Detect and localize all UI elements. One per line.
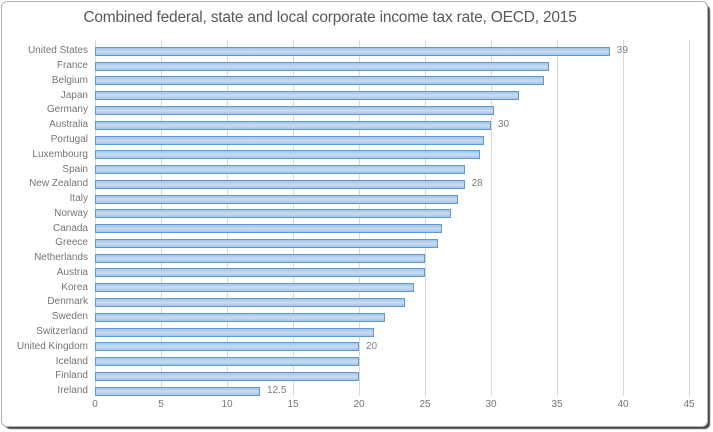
bar-united-kingdom (95, 342, 359, 352)
category-label-united-states: United States (27, 45, 88, 57)
category-label-italy: Italy (69, 193, 88, 205)
category-label-new-zealand: New Zealand (29, 178, 88, 190)
bar-korea (95, 283, 415, 293)
category-label-canada: Canada (52, 222, 88, 234)
category-label-portugal: Portugal (50, 134, 88, 145)
gridline-30 (491, 40, 492, 396)
bar-new-zealand (95, 179, 465, 189)
data-label-australia: 30 (498, 119, 510, 131)
bar-canada (95, 224, 443, 234)
bar-iceland (95, 357, 359, 367)
x-tick-label-25: 25 (419, 399, 431, 410)
x-tick-label-40: 40 (617, 399, 629, 410)
category-label-australia: Australia (49, 119, 88, 131)
data-label-united-kingdom: 20 (366, 340, 378, 352)
x-tick-label-30: 30 (485, 399, 497, 410)
data-label-united-states: 39 (616, 45, 628, 57)
category-label-spain: Spain (62, 163, 88, 175)
x-tick-label-20: 20 (353, 399, 365, 410)
category-label-austria: Austria (56, 266, 88, 278)
bar-united-states (95, 46, 610, 56)
gridline-40 (623, 40, 624, 396)
category-label-united-kingdom: United Kingdom (16, 340, 88, 352)
category-label-korea: Korea (61, 281, 88, 293)
category-label-iceland: Iceland (55, 355, 88, 367)
bar-luxembourg (95, 150, 481, 160)
bar-japan (95, 91, 519, 101)
x-tick-label-0: 0 (92, 399, 98, 410)
category-label-finland: Finland (55, 370, 88, 382)
category-label-netherlands: Netherlands (34, 252, 88, 264)
gridline-35 (557, 40, 558, 396)
bar-switzerland (95, 327, 374, 337)
category-label-ireland: Ireland (57, 385, 88, 397)
bar-netherlands (95, 253, 425, 263)
bar-france (95, 61, 550, 71)
bar-finland (95, 371, 359, 381)
x-tick-label-15: 15 (287, 399, 299, 410)
category-label-japan: Japan (60, 89, 88, 101)
bar-greece (95, 238, 439, 248)
category-label-norway: Norway (54, 207, 88, 219)
x-tick-label-35: 35 (551, 399, 563, 410)
x-tick-label-5: 5 (158, 399, 164, 410)
data-label-new-zealand: 28 (471, 178, 483, 190)
chart-title: Combined federal, state and local corpor… (83, 9, 577, 26)
category-label-belgium: Belgium (51, 74, 88, 86)
category-label-switzerland: Switzerland (36, 326, 88, 337)
category-label-germany: Germany (46, 104, 88, 116)
bar-germany (95, 105, 494, 115)
bar-italy (95, 194, 458, 204)
bar-australia (95, 120, 491, 130)
gridline-45 (689, 40, 690, 396)
bar-spain (95, 165, 465, 175)
bar-belgium (95, 76, 544, 86)
bar-ireland (95, 386, 260, 396)
x-tick-label-45: 45 (683, 399, 695, 410)
x-tick-label-10: 10 (221, 399, 233, 410)
bar-austria (95, 268, 425, 278)
category-label-sweden: Sweden (51, 311, 88, 323)
category-label-france: France (56, 60, 88, 72)
category-label-greece: Greece (55, 237, 88, 249)
category-label-denmark: Denmark (47, 296, 88, 308)
data-label-ireland: 12.5 (267, 385, 287, 397)
bar-denmark (95, 297, 406, 307)
bar-portugal (95, 135, 485, 145)
bar-sweden (95, 312, 386, 322)
bar-norway (95, 209, 452, 219)
category-label-luxembourg: Luxembourg (32, 148, 88, 160)
